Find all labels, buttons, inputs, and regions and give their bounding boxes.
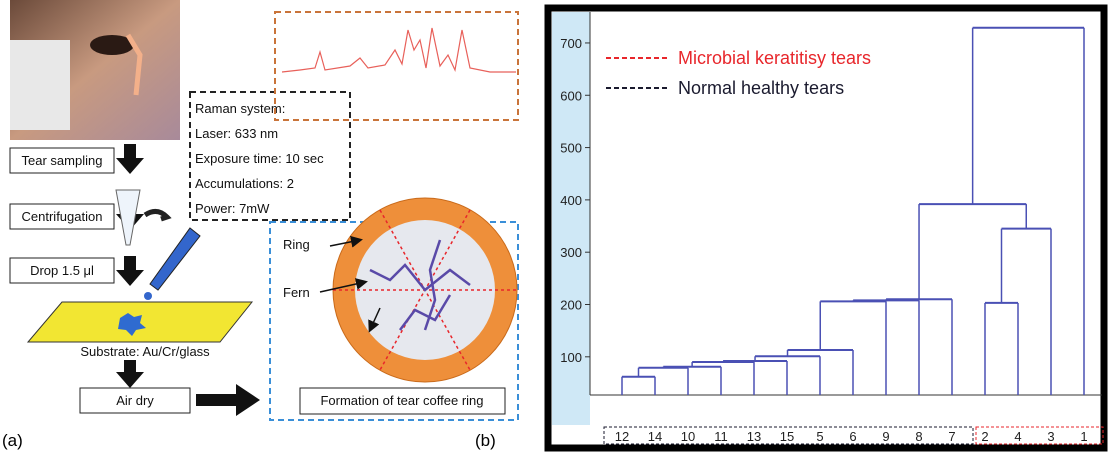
annotation: Fern — [283, 285, 310, 300]
leaf-label: 1 — [1080, 429, 1087, 444]
annotation: Ring — [283, 237, 310, 252]
big-arrow — [196, 384, 260, 416]
arrow — [116, 144, 144, 174]
leaf-label: 2 — [981, 429, 988, 444]
arrow — [116, 360, 144, 388]
arrow — [116, 256, 144, 286]
step-text: Tear sampling — [22, 153, 103, 168]
y-tick-label: 300 — [560, 245, 582, 260]
step-box — [9, 203, 115, 230]
y-tick-label: 100 — [560, 350, 582, 365]
panel-b: (b) 100 200 300 400 500 600 700 Microbial kerat… — [475, 4, 1108, 452]
step-text: Air dry — [116, 393, 154, 408]
eye — [90, 35, 134, 55]
step-box — [79, 387, 191, 414]
leaf-label: 12 — [615, 429, 629, 444]
leaf-label: 11 — [714, 429, 728, 444]
y-tick-label: 200 — [560, 298, 582, 313]
leaf-label: 5 — [816, 429, 823, 444]
spot — [118, 313, 146, 336]
step-text: Centrifugation — [22, 209, 103, 224]
leaf-label: 9 — [882, 429, 889, 444]
leaf-label: 13 — [747, 429, 761, 444]
device — [10, 40, 70, 130]
leaf-label: 4 — [1014, 429, 1021, 444]
legend-label: Microbial keratitisy tears — [678, 48, 871, 68]
panel-label: (b) — [475, 431, 496, 450]
pipette — [149, 227, 201, 291]
leaf-label: 8 — [915, 429, 922, 444]
leaf-label: 15 — [780, 429, 794, 444]
spectrum-box — [274, 11, 519, 121]
group-box — [975, 426, 1104, 445]
y-tick-label: 400 — [560, 193, 582, 208]
raman-text: Accumulations: 2 — [195, 176, 294, 191]
group-box — [603, 426, 974, 445]
leaf-label: 14 — [648, 429, 662, 444]
spin-arrow — [143, 209, 172, 222]
leaf-label: 6 — [849, 429, 856, 444]
step-text: Substrate: Au/Cr/glass — [80, 344, 210, 359]
leaf-label: 3 — [1047, 429, 1054, 444]
y-tick-label: 600 — [560, 88, 582, 103]
pointer — [319, 278, 368, 293]
leaf-label: 7 — [948, 429, 955, 444]
raman-text: Laser: 633 nm — [195, 126, 278, 141]
y-tick-label: 700 — [560, 36, 582, 51]
step-text: Drop 1.5 μl — [30, 263, 94, 278]
drop — [144, 292, 152, 300]
raman-box — [189, 91, 351, 221]
pointer — [368, 307, 381, 333]
raman-text: Exposure time: 10 sec — [195, 151, 324, 166]
strip — [125, 33, 143, 96]
step-box — [9, 257, 115, 284]
raman-text: Power: 7mW — [195, 201, 270, 216]
axis-strip — [552, 12, 590, 425]
fern — [369, 239, 471, 331]
panel-label: (a) — [2, 431, 23, 450]
raman-text: Raman system: — [195, 101, 285, 116]
step-box — [9, 147, 115, 174]
legend-label: Normal healthy tears — [678, 78, 844, 98]
pointer — [329, 235, 363, 248]
leaf-label: 10 — [681, 429, 695, 444]
spectrum — [281, 27, 516, 73]
panel-a: Tear sampling Centrifugation Drop 1.5 μl… — [2, 0, 519, 450]
result-text: Formation of tear coffee ring — [320, 393, 483, 408]
result-box — [299, 387, 506, 415]
y-tick-label: 500 — [560, 141, 582, 156]
tube — [115, 189, 141, 246]
